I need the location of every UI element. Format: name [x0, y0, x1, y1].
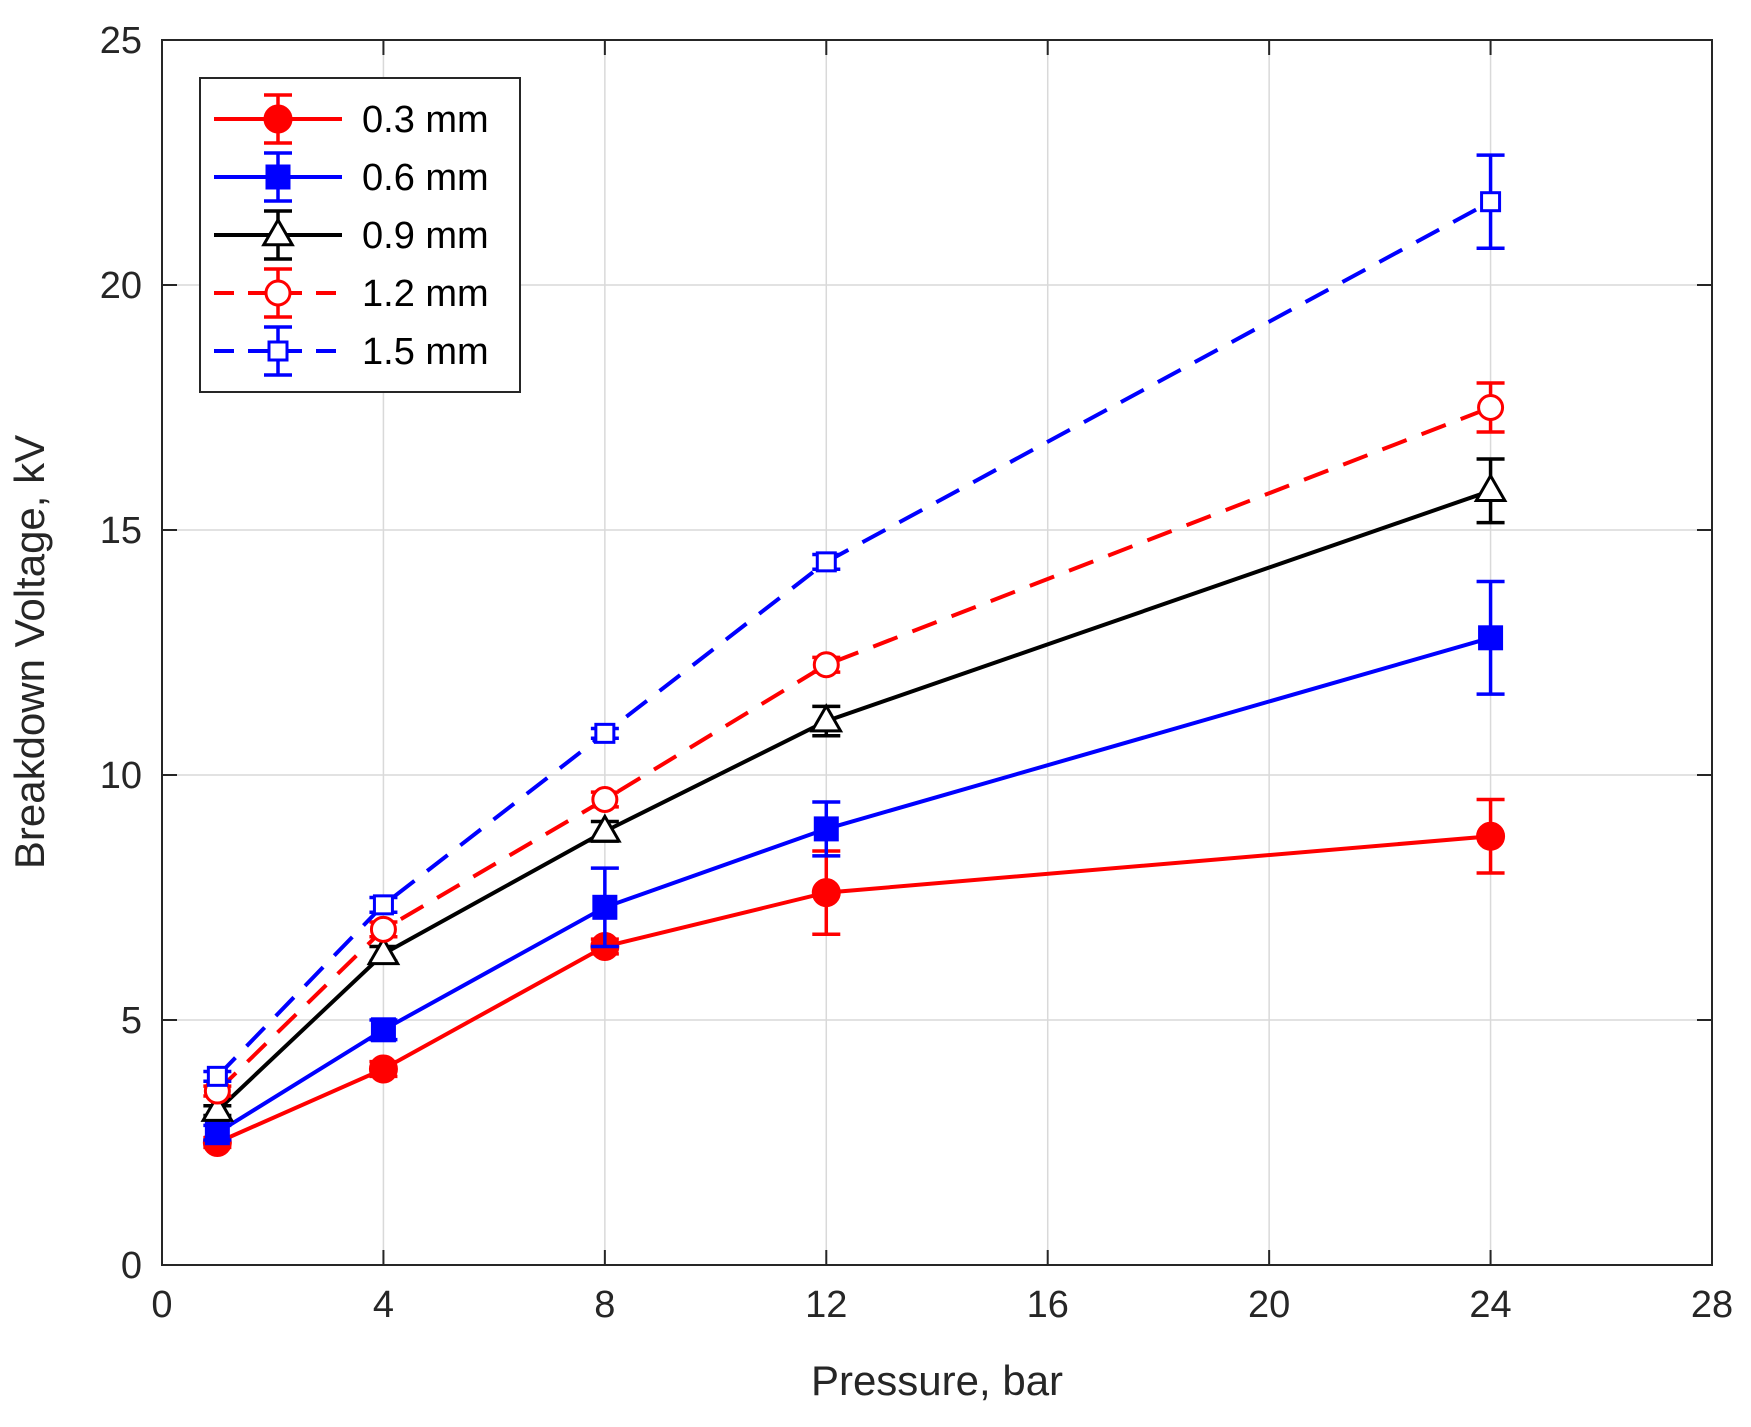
- data-point-marker: [813, 816, 839, 842]
- x-tick-label: 16: [1027, 1284, 1069, 1326]
- legend-item: 1.5 mm: [214, 325, 489, 377]
- data-point-marker: [815, 551, 837, 573]
- y-tick-label: 15: [100, 510, 142, 552]
- data-point-marker: [200, 1092, 235, 1122]
- y-tick-label: 0: [121, 1245, 142, 1287]
- y-tick-label: 20: [100, 265, 142, 307]
- legend-label: 0.6 mm: [362, 157, 489, 199]
- data-point-marker: [267, 340, 289, 362]
- x-tick-label: 28: [1691, 1284, 1733, 1326]
- y-tick-label: 10: [100, 755, 142, 797]
- series-1-5-mm: [203, 153, 1505, 1087]
- x-tick-label: 24: [1469, 1284, 1511, 1326]
- series-0-6-mm: [203, 579, 1505, 1146]
- legend-item: 1.2 mm: [214, 267, 489, 319]
- legend-label: 1.5 mm: [362, 331, 489, 373]
- data-point-marker: [588, 813, 622, 843]
- legend-item: 0.9 mm: [214, 209, 489, 261]
- data-point-marker: [369, 915, 397, 943]
- data-point-marker: [372, 894, 394, 916]
- legend-label: 0.3 mm: [362, 99, 489, 141]
- axis-ticks: 0 4 8 12 16 20 24 28 0 5 10 15 20 25: [100, 20, 1733, 1326]
- legend-label: 0.9 mm: [362, 215, 489, 257]
- axes-box: [161, 39, 1713, 1266]
- data-point-marker: [1477, 394, 1505, 421]
- data-point-marker: [366, 935, 401, 966]
- y-axis-label: Breakdown Voltage, kV: [6, 435, 53, 869]
- x-axis-label: Pressure, bar: [811, 1357, 1063, 1404]
- data-point-marker: [204, 1120, 230, 1146]
- series-0-9-mm: [200, 457, 1508, 1122]
- data-point-marker: [811, 878, 841, 908]
- data-point-marker: [263, 104, 293, 134]
- data-point-marker: [265, 164, 291, 190]
- legend: 0.3 mm 0.6 mm 0.9 mm 1.2 mm 1.5 mm: [199, 77, 521, 393]
- data-point-marker: [261, 216, 295, 247]
- data-point-marker: [592, 894, 618, 920]
- data-point-marker: [812, 651, 840, 679]
- legend-item: 0.3 mm: [214, 93, 489, 145]
- y-tick-label: 5: [121, 1000, 142, 1042]
- data-point-marker: [1476, 821, 1506, 851]
- data-point-marker: [809, 703, 844, 733]
- data-point-marker: [368, 1054, 398, 1084]
- x-tick-label: 12: [805, 1284, 847, 1326]
- data-point-marker: [1473, 472, 1508, 503]
- data-point-marker: [594, 722, 616, 744]
- x-tick-label: 8: [594, 1284, 615, 1326]
- legend-label: 1.2 mm: [362, 273, 489, 315]
- x-tick-label: 0: [151, 1284, 172, 1326]
- y-tick-label: 25: [100, 20, 142, 62]
- data-point-marker: [370, 1017, 396, 1043]
- data-point-marker: [1480, 191, 1502, 213]
- x-tick-label: 20: [1248, 1284, 1290, 1326]
- series-line: [215, 405, 1492, 1093]
- data-point-marker: [591, 786, 619, 813]
- x-tick-label: 4: [373, 1284, 394, 1326]
- legend-item: 0.6 mm: [214, 151, 489, 203]
- data-point-marker: [264, 279, 292, 307]
- series-1-2-mm: [203, 381, 1505, 1105]
- data-series: [200, 153, 1508, 1157]
- data-point-marker: [206, 1065, 228, 1087]
- data-point-marker: [1478, 625, 1504, 651]
